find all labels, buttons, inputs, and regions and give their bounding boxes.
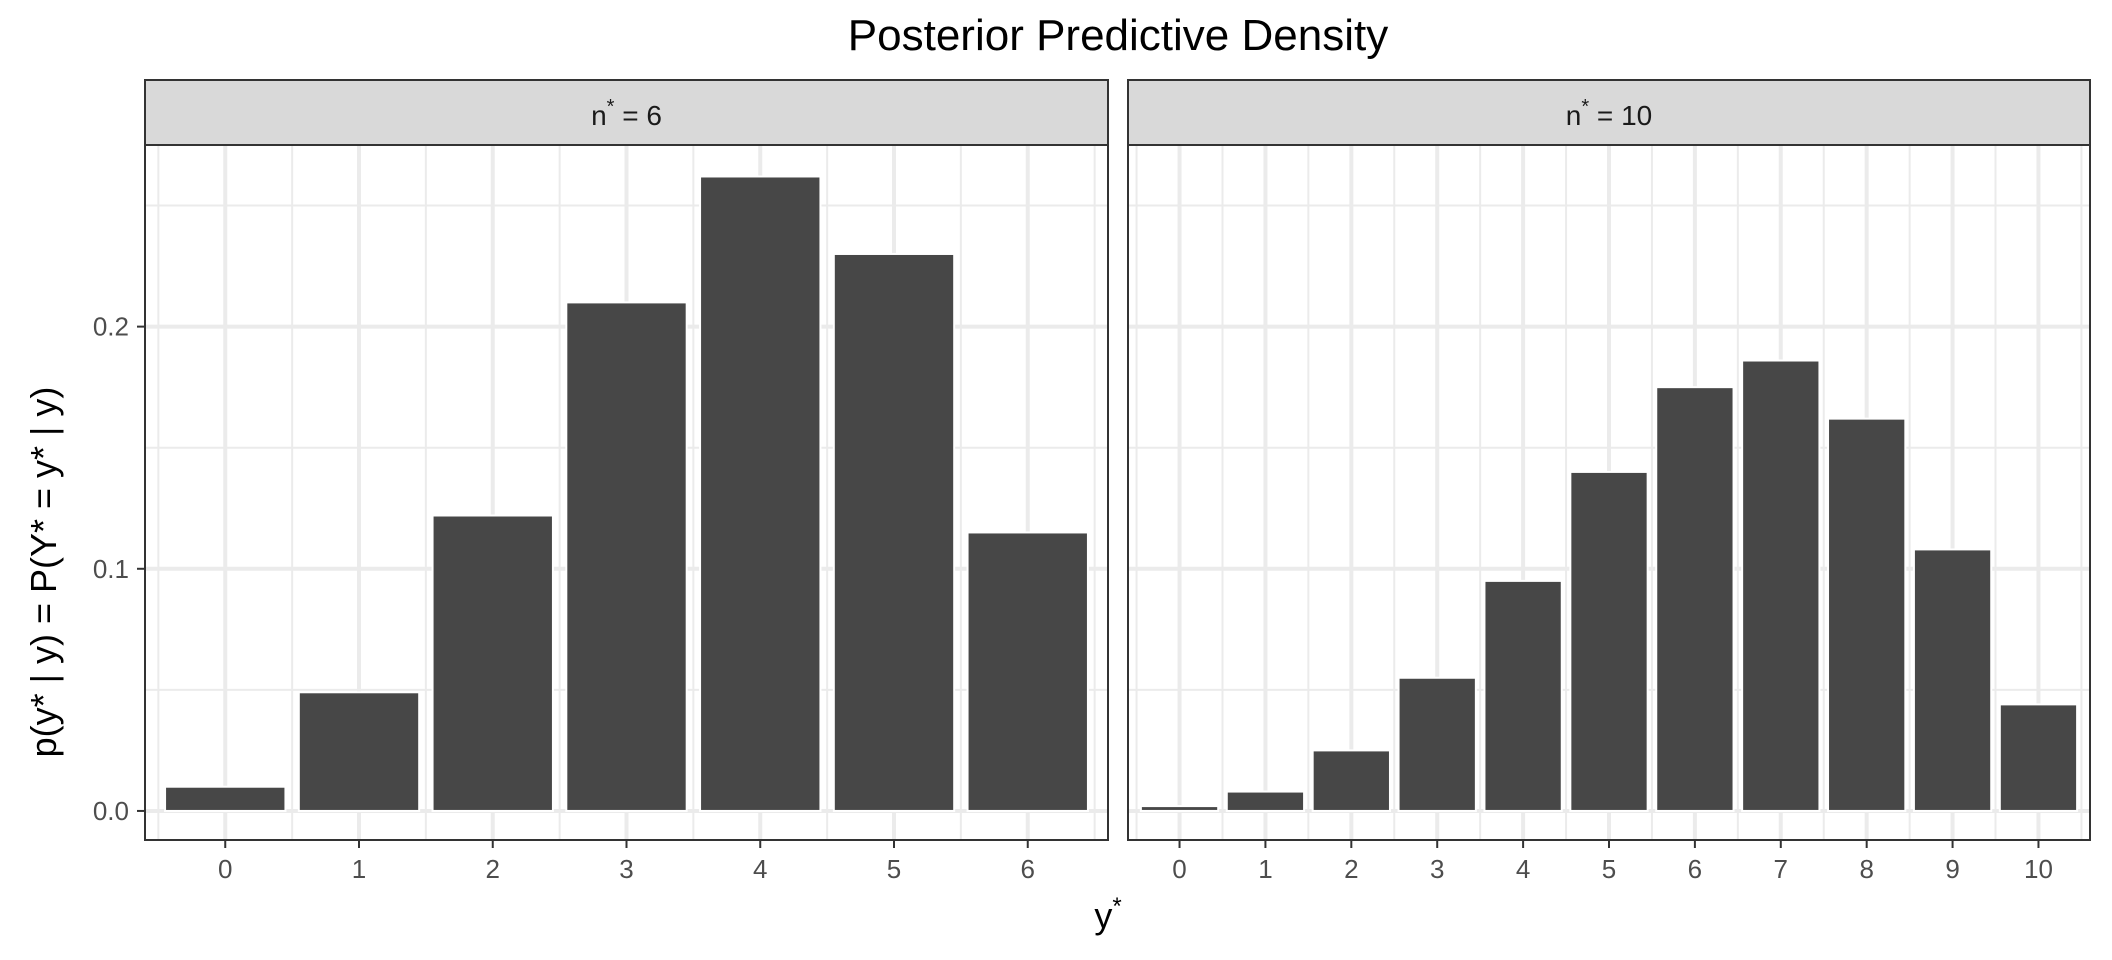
x-tick-label: 3 [1430,854,1444,884]
facet-panels: n* = 6 0 1 2 3 4 5 6 n* = 10 0 1 2 3 4 5 6 7 8 9 10 [144,79,2091,884]
bar-0 [1139,805,1220,812]
x-tick-label: 1 [352,854,366,884]
x-tick-label: 5 [1602,854,1616,884]
x-tick-label: 4 [753,854,767,884]
bar-1 [1225,790,1306,812]
facet-strip-label: n* = 6 [591,96,662,131]
x-tick-label: 1 [1258,854,1272,884]
x-tick-label: 9 [1945,854,1959,884]
x-tick-label: 0 [1172,854,1186,884]
bar-4 [1483,579,1563,812]
x-tick-label: 4 [1516,854,1530,884]
facet-strip [1127,79,2091,146]
facet-strip [144,79,1109,146]
x-tick-label: 6 [1021,854,1035,884]
bar-4 [699,175,822,812]
bar-10 [1998,703,2079,812]
x-tick-label: 7 [1774,854,1788,884]
y-tick-label: 0.2 [93,312,129,342]
bar-2 [431,514,554,812]
facet-strip-label: n* = 10 [1566,96,1652,131]
x-axis-label: y* [1094,893,1121,936]
bar-3 [1397,676,1477,812]
bar-6 [966,531,1089,812]
bar-2 [1311,749,1391,812]
bar-9 [1912,548,1993,812]
bar-8 [1827,417,1907,812]
x-tick-label: 6 [1688,854,1702,884]
chart-title: Posterior Predictive Density [848,11,1388,60]
x-tick-label: 10 [2024,854,2053,884]
facet-panel-0: n* = 6 0 1 2 3 4 5 6 [144,79,1109,884]
bar-6 [1655,386,1735,812]
y-tick-label: 0.1 [93,554,129,584]
bar-3 [565,301,688,812]
x-tick-label: 2 [1344,854,1358,884]
bar-7 [1741,359,1821,812]
bar-1 [297,691,421,812]
x-tick-label: 2 [486,854,500,884]
bar-0 [164,785,287,812]
x-tick-label: 0 [218,854,232,884]
facet-panel-1: n* = 10 0 1 2 3 4 5 6 7 8 9 10 [1127,79,2091,884]
y-axis-label: p(y* | y) = P(Y* = y* | y) [23,387,64,758]
y-axis: 0.0 0.1 0.2 [93,312,145,826]
bar-5 [1569,470,1649,812]
y-tick-label: 0.0 [93,796,129,826]
bar-5 [832,252,956,812]
x-tick-label: 3 [619,854,633,884]
x-tick-label: 5 [887,854,901,884]
x-tick-label: 8 [1859,854,1873,884]
